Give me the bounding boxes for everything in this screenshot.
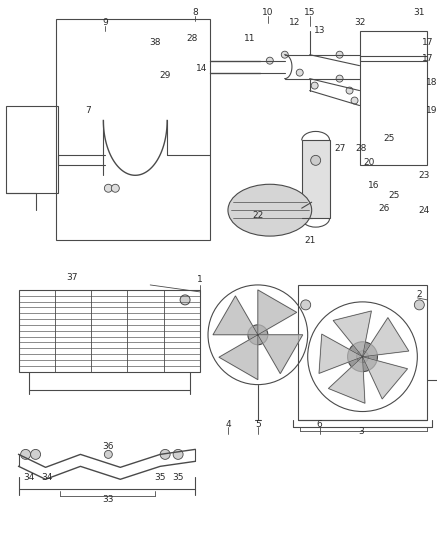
Text: 24: 24: [419, 206, 430, 215]
Text: 27: 27: [334, 144, 345, 153]
Ellipse shape: [228, 184, 312, 236]
Circle shape: [357, 351, 368, 362]
Text: 19: 19: [426, 106, 437, 115]
Text: 29: 29: [159, 71, 171, 80]
Polygon shape: [328, 357, 365, 403]
Text: 33: 33: [102, 495, 114, 504]
Text: 21: 21: [304, 236, 315, 245]
Circle shape: [311, 82, 318, 89]
Text: 34: 34: [23, 473, 34, 482]
Text: 5: 5: [255, 420, 261, 429]
Text: 3: 3: [359, 427, 364, 436]
Text: 37: 37: [67, 273, 78, 282]
Polygon shape: [213, 296, 258, 335]
Text: 12: 12: [289, 18, 300, 27]
Bar: [302, 140, 330, 218]
Text: 16: 16: [368, 181, 379, 190]
Text: 28: 28: [187, 34, 198, 43]
Text: 25: 25: [384, 134, 395, 143]
Bar: [19, 290, 200, 372]
Circle shape: [266, 57, 273, 64]
Text: 18: 18: [426, 78, 437, 87]
Circle shape: [346, 87, 353, 94]
Circle shape: [104, 450, 112, 458]
Bar: [360, 55, 427, 165]
Polygon shape: [363, 357, 407, 399]
Circle shape: [31, 449, 41, 459]
Bar: [298, 285, 427, 419]
Circle shape: [248, 325, 268, 345]
Circle shape: [111, 184, 119, 192]
Text: 26: 26: [379, 204, 390, 213]
Circle shape: [351, 97, 358, 104]
Text: 10: 10: [262, 9, 274, 18]
Text: 13: 13: [314, 26, 325, 35]
Bar: [360, 31, 427, 61]
Text: 32: 32: [354, 18, 365, 27]
Circle shape: [311, 155, 321, 165]
Text: 8: 8: [192, 9, 198, 18]
Text: 4: 4: [225, 420, 231, 429]
Circle shape: [180, 295, 190, 305]
Polygon shape: [219, 335, 258, 379]
Text: 23: 23: [419, 171, 430, 180]
Text: 7: 7: [85, 106, 91, 115]
Text: 2: 2: [417, 290, 422, 300]
Polygon shape: [258, 335, 303, 374]
Text: 11: 11: [244, 34, 256, 43]
Circle shape: [414, 300, 424, 310]
Circle shape: [301, 300, 311, 310]
Text: 6: 6: [317, 420, 322, 429]
Text: 17: 17: [421, 54, 433, 63]
Circle shape: [296, 69, 303, 76]
Polygon shape: [363, 318, 409, 357]
Text: 34: 34: [41, 473, 52, 482]
Text: 35: 35: [173, 473, 184, 482]
Circle shape: [104, 184, 112, 192]
Circle shape: [336, 75, 343, 82]
Text: 36: 36: [102, 442, 114, 451]
Circle shape: [173, 449, 183, 459]
Text: 22: 22: [252, 211, 264, 220]
Polygon shape: [333, 311, 371, 357]
Circle shape: [281, 51, 288, 58]
Circle shape: [160, 449, 170, 459]
Polygon shape: [319, 334, 363, 374]
Text: 1: 1: [197, 276, 203, 285]
Circle shape: [348, 342, 378, 372]
Text: 25: 25: [389, 191, 400, 200]
Text: 35: 35: [155, 473, 166, 482]
Circle shape: [21, 449, 31, 459]
Bar: [6, 106, 57, 193]
Text: 38: 38: [149, 38, 161, 47]
Polygon shape: [258, 290, 297, 335]
Text: 28: 28: [356, 144, 367, 153]
Bar: [56, 19, 210, 240]
Text: 20: 20: [364, 158, 375, 167]
Text: 17: 17: [421, 38, 433, 47]
Text: 15: 15: [304, 9, 315, 18]
Text: 9: 9: [102, 18, 108, 27]
Text: 14: 14: [196, 64, 208, 73]
Text: 31: 31: [413, 9, 425, 18]
Circle shape: [336, 51, 343, 58]
